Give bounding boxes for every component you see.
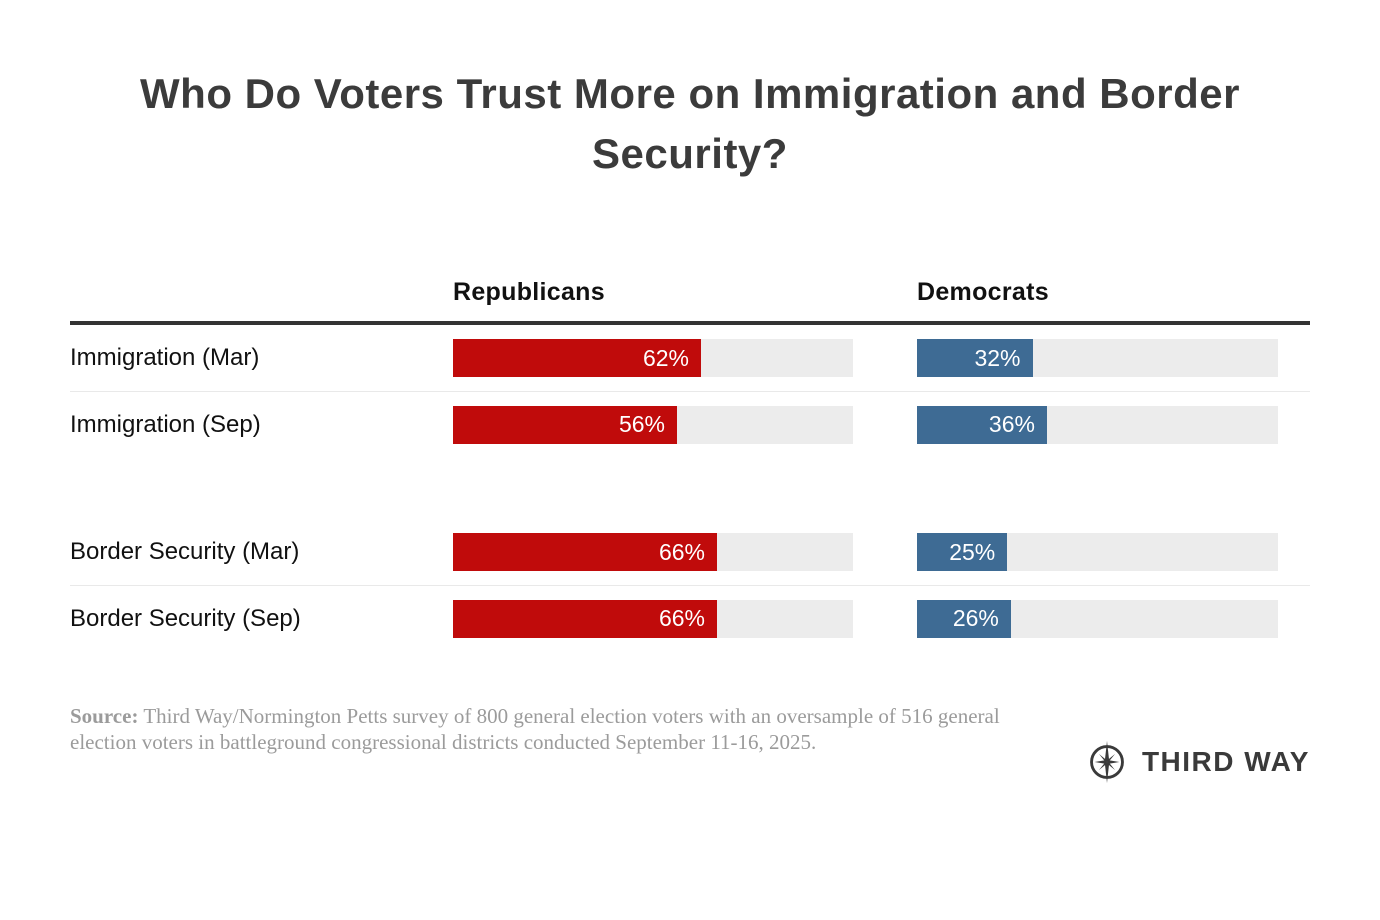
democrats-bar-fill: 26%: [917, 599, 1011, 638]
bar-value-label: 62%: [642, 344, 689, 371]
democrats-bar-track: 32%: [917, 339, 1278, 377]
chart-page: Who Do Voters Trust More on Immigration …: [0, 64, 1380, 920]
row-label: Immigration (Mar): [70, 344, 260, 371]
column-header-row: Republicans Democrats: [70, 278, 1310, 325]
source-text: Third Way/Normington Petts survey of 800…: [70, 704, 1000, 754]
table-row-immigration-mar: Immigration (Mar) 62% 32%: [70, 325, 1310, 391]
third-way-logo: THIRD WAY: [1086, 741, 1310, 783]
republicans-bar-track: 66%: [453, 533, 853, 571]
democrats-bar-fill: 25%: [917, 533, 1008, 571]
row-label: Immigration (Sep): [70, 410, 261, 438]
source-note: Source: Third Way/Normington Petts surve…: [70, 703, 1045, 755]
column-header-democrats: Democrats: [917, 278, 1049, 306]
republicans-bar-fill: 66%: [453, 599, 717, 638]
republicans-bar-track: 56%: [453, 405, 853, 444]
table-row-border-security-mar: Border Security (Mar) 66% 25%: [70, 519, 1310, 585]
row-label: Border Security (Mar): [70, 538, 300, 565]
bar-value-label: 66%: [658, 605, 705, 631]
republicans-bar-fill: 62%: [453, 339, 701, 377]
bar-value-label: 66%: [658, 538, 705, 565]
republicans-bar-fill: 56%: [453, 405, 677, 444]
bar-value-label: 25%: [949, 538, 996, 565]
column-header-republicans: Republicans: [453, 278, 605, 306]
bar-value-label: 26%: [952, 605, 999, 631]
row-label: Border Security (Sep): [70, 604, 301, 632]
chart-title: Who Do Voters Trust More on Immigration …: [140, 70, 1240, 177]
footer: Source: Third Way/Normington Petts surve…: [70, 703, 1310, 783]
democrats-bar-fill: 36%: [917, 405, 1047, 444]
bar-value-label: 36%: [988, 411, 1035, 437]
democrats-bar-fill: 32%: [917, 339, 1033, 377]
compass-star-icon: [1090, 741, 1124, 783]
table-row-border-security-sep: Border Security (Sep) 66% 26%: [70, 585, 1310, 651]
republicans-bar-fill: 66%: [453, 533, 717, 571]
democrats-bar-track: 36%: [917, 405, 1278, 444]
republicans-bar-track: 62%: [453, 339, 853, 377]
logo-wordmark: THIRD WAY: [1141, 746, 1310, 777]
bar-value-label: 32%: [974, 344, 1021, 371]
democrats-bar-track: 26%: [917, 599, 1278, 638]
republicans-bar-track: 66%: [453, 599, 853, 638]
democrats-bar-track: 25%: [917, 533, 1278, 571]
trust-comparison-table: Republicans Democrats Immigration (Mar) …: [70, 278, 1310, 651]
source-label: Source:: [70, 704, 139, 728]
table-row-immigration-sep: Immigration (Sep) 56% 36%: [70, 391, 1310, 457]
bar-value-label: 56%: [618, 411, 665, 437]
